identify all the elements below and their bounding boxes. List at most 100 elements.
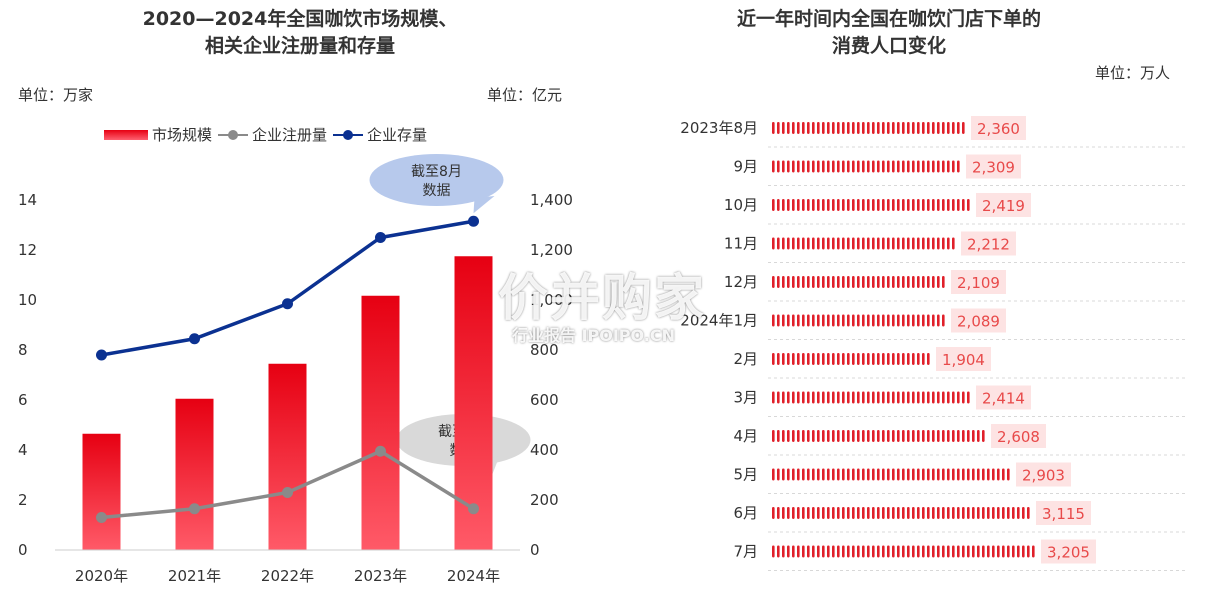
person-icon (857, 353, 860, 365)
person-icon (907, 507, 910, 519)
person-icon (942, 430, 945, 442)
person-icon (847, 391, 850, 404)
person-icon (787, 468, 790, 481)
person-icon (777, 353, 780, 365)
y-left-tick-label: 0 (18, 541, 28, 559)
person-icon (822, 353, 825, 365)
person-icon (952, 237, 955, 250)
person-icon (952, 391, 955, 404)
person-icon (817, 122, 820, 134)
person-icon (832, 507, 835, 519)
right-chart-unit: 单位：万人 (1095, 64, 1171, 82)
person-icon (852, 353, 855, 365)
person-icon (962, 122, 965, 134)
person-icon (802, 314, 805, 327)
person-icon (812, 199, 815, 211)
right-chart-svg: 2023年8月 2,360 9月 2,309 10月 2,419 11月 2,212 12月 2,… (680, 116, 1185, 571)
person-icon (892, 391, 895, 404)
row-category-label: 9月 (733, 158, 758, 176)
person-icon (852, 199, 855, 211)
x-tick-label: 2021年 (168, 567, 221, 585)
person-icon (967, 391, 970, 404)
person-icon (937, 391, 940, 404)
row-category-label: 12月 (724, 273, 758, 291)
person-icon (922, 353, 925, 365)
person-icon (997, 468, 1000, 481)
person-icon (862, 160, 865, 173)
person-icon (842, 276, 845, 288)
person-icon (992, 545, 995, 558)
person-icon (942, 122, 945, 134)
person-icon (832, 122, 835, 134)
person-icon (797, 199, 800, 211)
person-icon (927, 507, 930, 519)
person-icon (777, 276, 780, 288)
person-icon (817, 507, 820, 519)
x-tick-label: 2020年 (75, 567, 128, 585)
person-icon (827, 199, 830, 211)
person-icon (907, 468, 910, 481)
person-icon (882, 314, 885, 327)
person-icon (777, 468, 780, 481)
person-icon (792, 160, 795, 173)
legend-swatch-bar (104, 129, 148, 140)
person-icon (967, 199, 970, 211)
person-icon (782, 160, 785, 173)
person-icon (817, 391, 820, 404)
person-icon (952, 122, 955, 134)
person-icon (807, 199, 810, 211)
person-icon (792, 314, 795, 327)
person-icon (917, 507, 920, 519)
person-icon (952, 507, 955, 519)
person-icon (927, 276, 930, 288)
person-icon (782, 468, 785, 481)
person-icon (937, 430, 940, 442)
person-icon (912, 353, 915, 365)
person-icon (857, 122, 860, 134)
value-label: 2,212 (967, 236, 1010, 254)
person-icon (917, 276, 920, 288)
person-icon (842, 237, 845, 250)
person-icon (792, 430, 795, 442)
person-icon (867, 468, 870, 481)
person-icon (952, 199, 955, 211)
person-icon (902, 314, 905, 327)
y-right-tick-label: 200 (530, 491, 559, 509)
person-icon (882, 507, 885, 519)
person-icon (887, 160, 890, 173)
person-icon (867, 237, 870, 250)
person-icon (897, 391, 900, 404)
person-icon (827, 468, 830, 481)
person-icon (797, 122, 800, 134)
person-icon (892, 237, 895, 250)
person-icon (977, 545, 980, 558)
person-icon (842, 545, 845, 558)
person-icon (847, 468, 850, 481)
person-icon (852, 276, 855, 288)
person-icon (927, 430, 930, 442)
person-icon (812, 314, 815, 327)
person-icon (797, 545, 800, 558)
person-icon (802, 237, 805, 250)
person-icon (952, 160, 955, 173)
person-icon (932, 122, 935, 134)
person-icon (937, 122, 940, 134)
right-title-line1: 近一年时间内全国在咖饮门店下单的 (736, 8, 1041, 30)
person-icon (927, 122, 930, 134)
person-icon (1012, 545, 1015, 558)
person-icon (917, 237, 920, 250)
person-icon (772, 430, 775, 442)
person-icon (902, 545, 905, 558)
person-icon (802, 276, 805, 288)
person-icon (872, 468, 875, 481)
person-icon (947, 468, 950, 481)
person-icon (942, 545, 945, 558)
person-icon (917, 353, 920, 365)
person-icon (1017, 507, 1020, 519)
person-icon (842, 391, 845, 404)
person-icon (947, 122, 950, 134)
person-icon (932, 468, 935, 481)
person-icon (917, 545, 920, 558)
person-icon (842, 507, 845, 519)
value-label: 2,608 (997, 428, 1040, 446)
